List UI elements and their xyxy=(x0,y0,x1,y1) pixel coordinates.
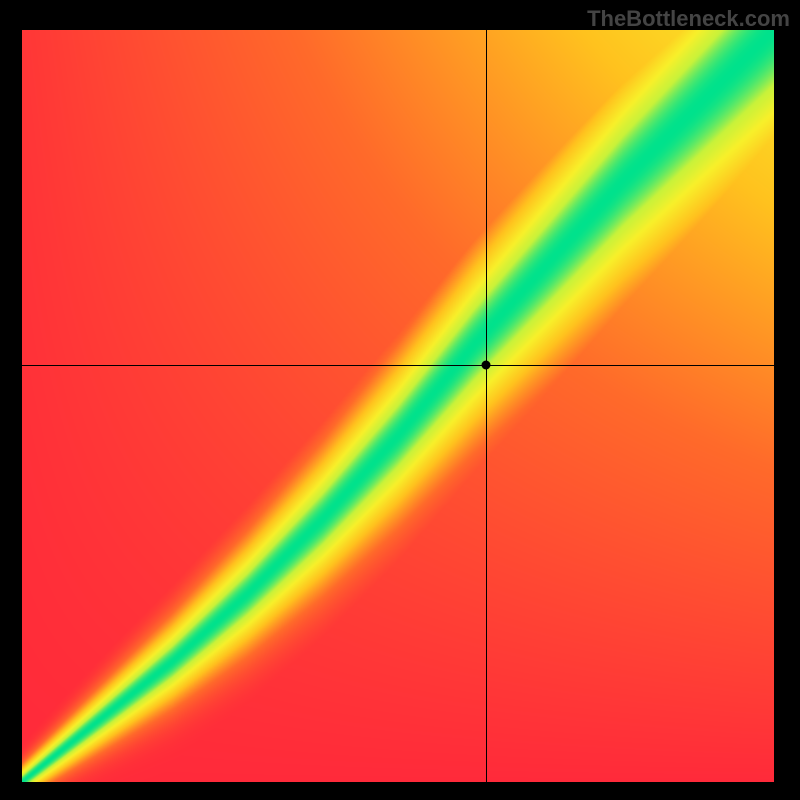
heatmap-canvas xyxy=(22,30,774,782)
chart-container: TheBottleneck.com xyxy=(0,0,800,800)
watermark-text: TheBottleneck.com xyxy=(587,6,790,32)
crosshair-horizontal xyxy=(22,365,774,366)
plot-area xyxy=(22,30,774,782)
marker-dot xyxy=(481,360,490,369)
crosshair-vertical xyxy=(486,30,487,782)
